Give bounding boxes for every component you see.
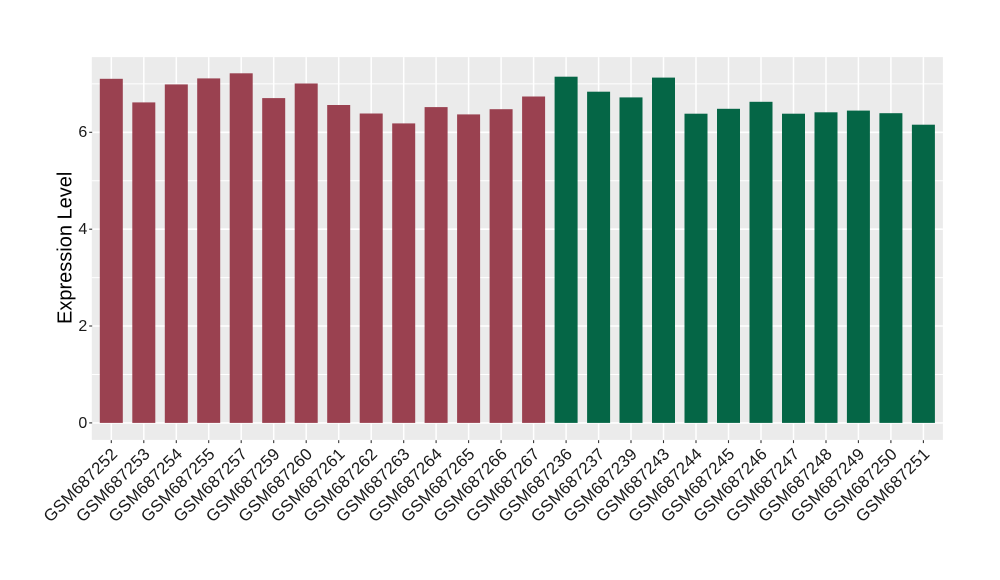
svg-text:0: 0 bbox=[78, 415, 87, 432]
svg-text:2: 2 bbox=[78, 318, 87, 335]
svg-text:4: 4 bbox=[78, 221, 87, 238]
svg-text:6: 6 bbox=[78, 124, 87, 141]
svg-text:Expression Level: Expression Level bbox=[55, 172, 77, 324]
